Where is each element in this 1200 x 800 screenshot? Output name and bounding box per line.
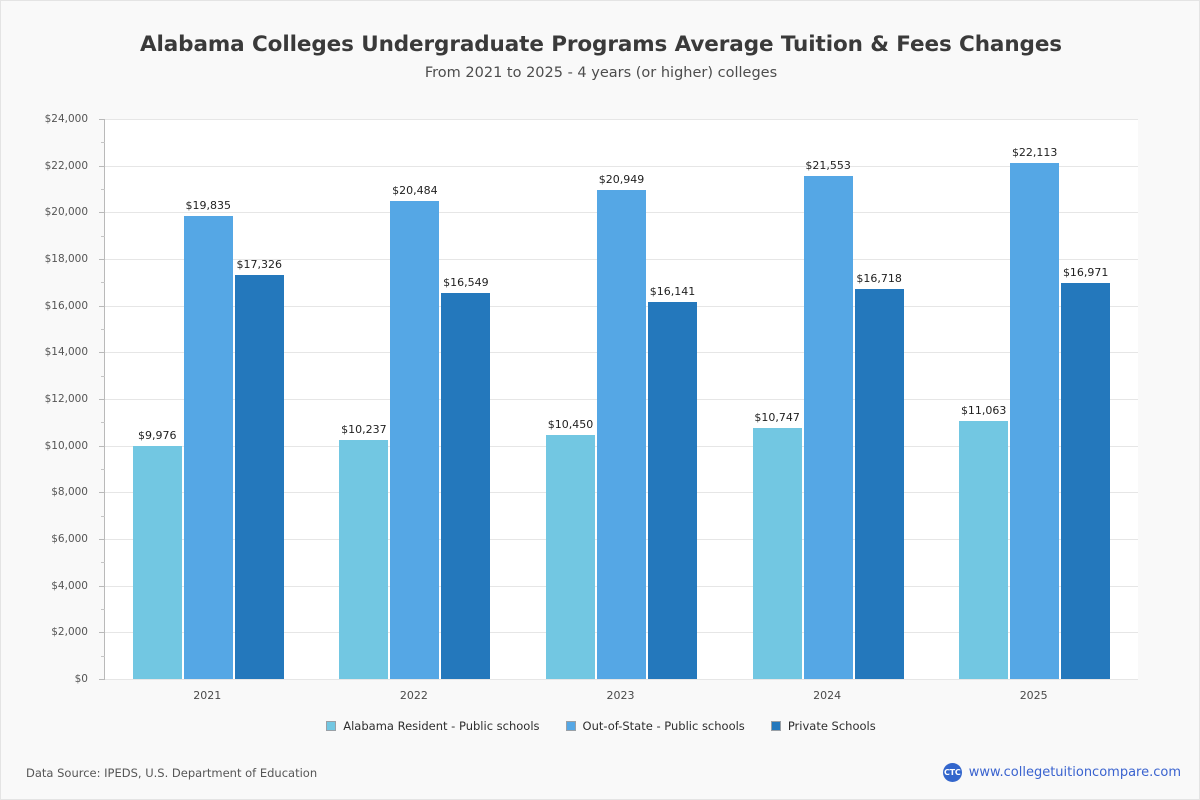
bar[interactable] [183, 216, 233, 679]
y-axis-tick-label: $0 [74, 673, 88, 685]
y-axis-tick [99, 399, 105, 400]
page-subtitle: From 2021 to 2025 - 4 years (or higher) … [424, 64, 778, 81]
legend: Alabama Resident - Public schools Out-of-… [1, 719, 1200, 733]
bar[interactable] [390, 201, 440, 679]
y-axis-tick [99, 539, 105, 540]
y-axis-minor-tick [101, 422, 105, 424]
y-axis-tick-label: $12,000 [44, 393, 88, 405]
legend-item[interactable]: Alabama Resident - Public schools [326, 719, 540, 733]
y-axis-tick [99, 212, 105, 214]
legend-label: Private Schools [787, 719, 876, 733]
x-axis-tick-label: 2021 [193, 689, 222, 702]
site-url-text: www.collegetuitioncompare.com [968, 765, 1181, 780]
y-axis-tick-label: $14,000 [44, 346, 88, 359]
bar-value-label: $22,113 [1011, 146, 1058, 160]
y-axis-tick-label: $2,000 [51, 626, 88, 639]
ctc-logo-icon: CTC [942, 763, 962, 782]
bar-value-label: $16,549 [443, 275, 489, 289]
y-axis-tick-label: $16,000 [44, 299, 88, 312]
y-axis-tick [99, 352, 105, 354]
y-axis-minor-tick [101, 469, 105, 470]
legend-swatch-icon [770, 721, 781, 731]
bar-value-label: $17,326 [236, 257, 283, 271]
y-axis-tick-label: $22,000 [44, 159, 88, 172]
bar-value-label: $16,971 [1062, 266, 1109, 280]
gridline [105, 165, 1138, 167]
bar-value-label: $10,450 [547, 418, 594, 432]
y-axis-tick [99, 632, 105, 634]
page-title: Alabama Colleges Undergraduate Programs … [139, 32, 1063, 57]
gridline [105, 119, 1138, 120]
y-axis-minor-tick [101, 655, 105, 657]
y-axis-tick-label: $20,000 [44, 206, 88, 219]
bar[interactable] [132, 446, 182, 679]
bar-value-label: $20,484 [392, 184, 438, 198]
bar-value-label: $16,141 [649, 285, 696, 299]
bar[interactable] [546, 435, 595, 679]
y-axis-tick-label: $24,000 [44, 113, 88, 125]
y-axis-tick-label: $10,000 [44, 439, 88, 452]
bar[interactable] [959, 420, 1009, 679]
y-axis-tick [99, 679, 105, 680]
y-axis-tick-label: $6,000 [51, 533, 88, 545]
x-axis-tick-label: 2022 [399, 689, 428, 702]
y-axis-tick-label: $4,000 [51, 579, 88, 592]
y-axis-minor-tick [101, 329, 105, 330]
data-source-note: Data Source: IPEDS, U.S. Department of E… [26, 766, 318, 780]
y-axis-minor-tick [101, 282, 105, 284]
bar[interactable] [803, 176, 853, 679]
bar[interactable] [234, 274, 284, 679]
bar[interactable] [339, 440, 389, 679]
y-axis-minor-tick [101, 609, 105, 610]
gridline [105, 679, 1138, 680]
bar[interactable] [648, 302, 697, 679]
bar-value-label: $19,835 [185, 199, 232, 213]
y-axis-tick [99, 165, 105, 167]
legend-item[interactable]: Out-of-State - Public schools [565, 719, 745, 733]
legend-label: Alabama Resident - Public schools [343, 719, 540, 733]
bar[interactable] [1061, 283, 1111, 679]
title-block: Alabama Colleges Undergraduate Programs … [1, 32, 1200, 81]
y-axis-tick-label: $18,000 [44, 253, 88, 265]
site-link[interactable]: CTC www.collegetuitioncompare.com [942, 763, 1181, 782]
bar[interactable] [752, 428, 802, 679]
legend-swatch-icon [565, 721, 576, 731]
legend-swatch-icon [326, 721, 337, 731]
y-axis-tick [99, 492, 105, 494]
y-axis-minor-tick [101, 142, 105, 144]
y-axis-tick [99, 259, 105, 260]
y-axis-tick [99, 585, 105, 587]
bar[interactable] [854, 288, 904, 679]
y-axis-minor-tick [101, 562, 105, 564]
bar-value-label: $10,747 [754, 411, 800, 425]
y-axis-tick [99, 305, 105, 307]
bar-value-label: $10,237 [341, 423, 387, 437]
bar-value-label: $20,949 [598, 173, 645, 187]
y-axis-tick [99, 119, 105, 120]
x-axis-tick-label: 2025 [1019, 689, 1048, 702]
y-axis-tick [99, 445, 105, 447]
y-axis-minor-tick [101, 235, 105, 237]
bar[interactable] [597, 190, 646, 679]
bar[interactable] [1010, 163, 1060, 679]
bar[interactable] [441, 292, 491, 679]
legend-item[interactable]: Private Schools [770, 719, 876, 733]
bar-value-label: $9,976 [138, 429, 177, 443]
y-axis-tick-label: $8,000 [51, 486, 88, 499]
y-axis-minor-tick [101, 189, 105, 190]
y-axis-minor-tick [101, 515, 105, 517]
bar-value-label: $16,718 [856, 271, 902, 285]
bar-value-label: $11,063 [960, 403, 1007, 417]
x-axis-tick-label: 2023 [606, 689, 635, 702]
y-axis-minor-tick [101, 375, 105, 377]
plot-area: $9,976 $19,835 $17,326 $10,237 $20,484 $16,54… [99, 119, 1138, 680]
x-axis-tick-label: 2024 [813, 689, 842, 702]
legend-label: Out-of-State - Public schools [582, 719, 745, 733]
bar-value-label: $21,553 [805, 159, 851, 173]
